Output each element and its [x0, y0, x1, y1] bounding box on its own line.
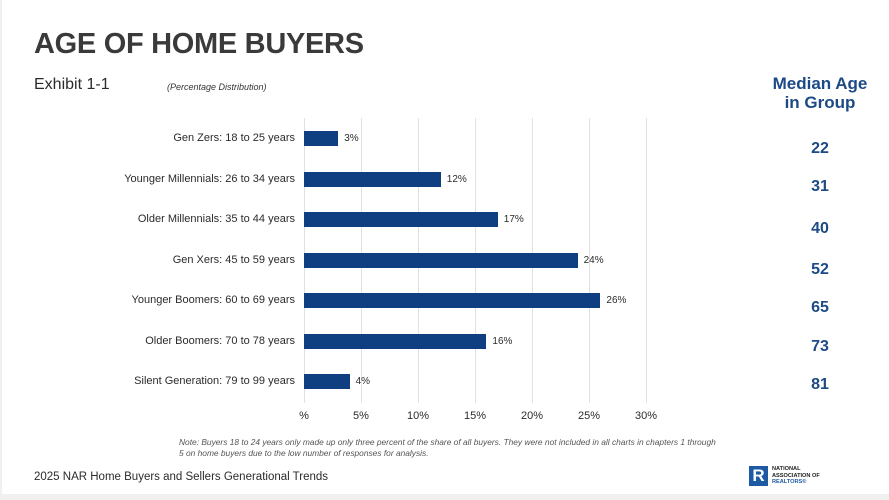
gridline — [646, 118, 647, 403]
x-tick-label: % — [299, 410, 309, 422]
bar-value-label: 3% — [344, 133, 359, 144]
x-tick-label: 25% — [577, 410, 601, 422]
footer-source: 2025 NAR Home Buyers and Sellers Generat… — [34, 471, 329, 483]
logo-line-1: NATIONAL — [772, 466, 801, 473]
x-tick-label: 15% — [463, 410, 487, 422]
logo-line-2: ASSOCIATION OF — [772, 472, 820, 479]
page-title: AGE OF HOME BUYERS — [34, 28, 364, 60]
median-age-value: 31 — [811, 178, 829, 195]
x-tick-label: 30% — [634, 410, 658, 422]
bar — [304, 374, 350, 389]
chart-subtitle: (Percentage Distribution) — [167, 82, 267, 92]
bar — [304, 252, 578, 268]
bar — [304, 212, 498, 227]
gridline — [589, 118, 590, 403]
bar-value-label: 26% — [606, 295, 627, 306]
category-label: Gen Zers: 18 to 25 years — [173, 132, 295, 144]
median-header-line1: Median Age — [772, 74, 868, 93]
bar-value-label: 16% — [492, 335, 513, 347]
median-age-value: 52 — [811, 261, 829, 278]
bar-value-label: 24% — [583, 254, 604, 266]
x-tick-label: 10% — [406, 410, 430, 422]
x-tick-label: 20% — [520, 410, 544, 422]
median-age-value: 65 — [811, 299, 829, 316]
bar-value-label: 17% — [503, 214, 524, 225]
bar — [304, 171, 441, 187]
median-age-value: 40 — [811, 220, 829, 237]
category-label: Silent Generation: 79 to 99 years — [134, 375, 295, 387]
bar — [304, 131, 339, 146]
median-age-value: 81 — [811, 376, 829, 393]
category-label: Older Millennials: 35 to 44 years — [137, 213, 295, 225]
bar — [304, 293, 601, 308]
median-age-value: 73 — [811, 338, 829, 355]
bar — [304, 333, 487, 349]
median-age-header: Median Age in Group — [752, 74, 888, 112]
logo-text: NATIONAL ASSOCIATION OF REALTORS® — [772, 466, 820, 486]
chart-note: Note: Buyers 18 to 24 years only made up… — [179, 437, 716, 458]
category-label: Older Boomers: 70 to 78 years — [145, 334, 295, 347]
category-label: Younger Millennials: 26 to 34 years — [124, 172, 295, 185]
bar-value-label: 4% — [355, 376, 371, 387]
category-label: Gen Xers: 45 to 59 years — [172, 253, 295, 266]
category-label: Younger Boomers: 60 to 69 years — [131, 294, 295, 306]
realtor-r-icon: R — [749, 466, 768, 486]
nar-logo: R NATIONAL ASSOCIATION OF REALTORS® — [749, 466, 820, 486]
x-tick-label: 5% — [353, 410, 369, 422]
exhibit-label: Exhibit 1-1 — [34, 76, 110, 93]
bar-value-label: 12% — [446, 173, 467, 185]
logo-line-3: REALTORS® — [772, 479, 807, 486]
median-age-value: 22 — [811, 140, 829, 157]
median-header-line2: in Group — [784, 93, 856, 112]
